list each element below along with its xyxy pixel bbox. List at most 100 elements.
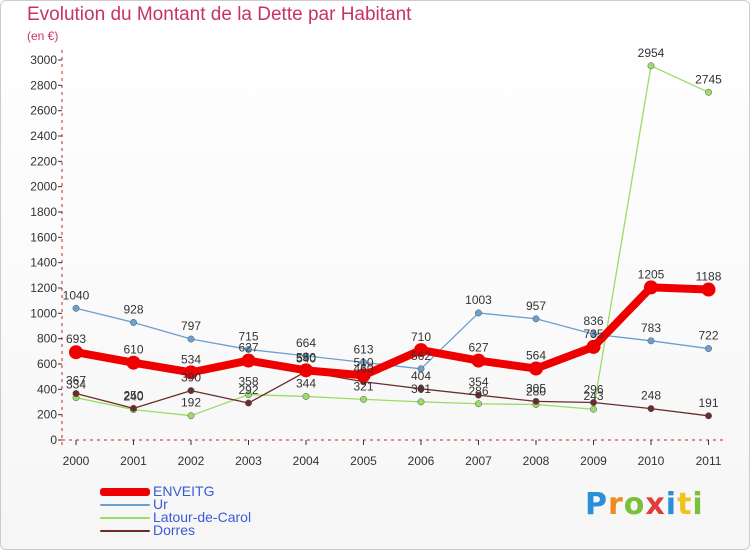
data-label: 1003 [465,293,492,307]
legend-item: Dorres [100,522,251,538]
data-label: 286 [468,384,488,398]
data-label: 693 [66,332,86,346]
data-label: 957 [526,299,546,313]
data-label: 280 [526,385,546,399]
data-label: 2954 [638,46,665,60]
data-point [245,345,252,353]
data-label: 192 [181,396,201,410]
data-point [475,400,482,408]
logo-letter: r [608,487,624,522]
data-point [705,345,712,352]
y-tick-label: 1800 [30,205,57,219]
data-point [130,319,137,326]
legend-label: Dorres [153,522,196,538]
data-point [187,387,195,395]
data-label: 305 [526,381,546,395]
data-point [360,395,367,403]
data-label: 550 [296,350,316,364]
data-point [532,315,540,323]
data-point [72,390,80,397]
y-tick-label: 200 [37,408,57,422]
data-label: 534 [181,352,201,366]
data-point [644,280,658,295]
legend-item: ENVEITG [100,483,251,499]
data-point [529,361,543,376]
data-point [590,330,597,338]
y-tick-label: 3000 [30,53,57,67]
data-label: 354 [468,375,488,389]
y-tick-label: 2600 [30,104,57,118]
data-label: 250 [123,388,143,402]
logo-letter: x [645,487,666,522]
data-label: 710 [411,330,431,344]
data-point [705,412,712,420]
data-label: 715 [238,329,258,343]
data-label: 613 [353,342,373,356]
data-label: 627 [468,341,488,355]
data-label: 928 [123,302,143,316]
data-point [705,88,712,96]
data-label: 627 [238,341,258,355]
legend-label: Latour-de-Carol [153,509,252,525]
x-tick-label: 2009 [580,454,607,468]
data-label: 1040 [63,288,90,302]
data-label: 1205 [638,267,665,281]
y-tick-label: 1600 [30,230,57,244]
x-tick-label: 2004 [293,454,320,468]
data-point [69,345,83,360]
data-point [356,368,371,383]
y-tick-label: 2200 [30,154,57,168]
y-tick-label: 2800 [30,78,57,92]
data-point [241,353,256,368]
data-label: 783 [641,321,661,335]
x-tick-label: 2001 [120,454,147,468]
legend-swatch [100,517,150,520]
logo-letter: i [665,487,678,522]
legend-label: ENVEITG [153,483,215,499]
data-point [302,392,310,400]
data-point [72,304,80,312]
data-label: 292 [238,383,258,397]
data-label: 243 [583,389,603,403]
data-label: 562 [411,349,431,363]
data-point [471,353,486,368]
data-label: 301 [411,382,431,396]
legend-swatch [100,530,150,533]
legend: ENVEITG Ur Latour-de-Carol Dorres [100,483,252,538]
data-label: 664 [296,336,316,350]
data-label: 722 [698,329,718,343]
data-point [586,339,601,354]
data-label: 296 [583,383,603,397]
legend-label: Ur [153,496,168,512]
legend-item: Ur [100,496,251,512]
y-tick-label: 800 [37,332,57,346]
data-label: 191 [698,396,718,410]
logo-letter: o [623,487,646,522]
data-label: 358 [238,375,258,389]
data-point [590,405,597,413]
data-label: 610 [123,343,143,357]
data-point [475,391,482,399]
y-tick-label: 2400 [30,129,57,143]
y-tick-label: 1000 [30,306,57,320]
series-line-enveitg [75,283,709,380]
data-label: 564 [526,349,546,363]
data-point [302,352,310,360]
data-point [590,399,597,406]
series-line-dorres [75,370,709,417]
data-label: 390 [181,371,201,385]
data-point [414,343,428,358]
data-point [647,405,655,413]
data-label: 367 [66,374,86,388]
legend-swatch [100,504,150,507]
data-label: 1188 [696,270,722,284]
data-label: 797 [181,319,201,333]
logo-letter: i [692,487,704,522]
logo-letter: P [585,487,608,522]
data-label: 404 [411,369,431,383]
y-tick-label: 1400 [30,256,57,270]
data-point [130,404,137,412]
chart-title: Evolution du Montant de la Dette par Hab… [27,4,412,25]
data-point [184,365,198,380]
